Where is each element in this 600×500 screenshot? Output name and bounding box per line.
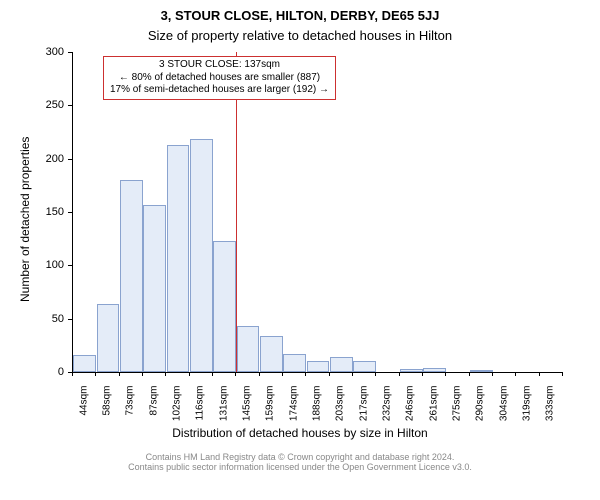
histogram-bar xyxy=(353,361,376,372)
x-tick-mark xyxy=(72,372,73,376)
x-tick-label: 333sqm xyxy=(545,386,556,426)
x-tick-label: 102sqm xyxy=(172,386,183,426)
x-tick-mark xyxy=(515,372,516,376)
x-tick-label: 188sqm xyxy=(312,386,323,426)
histogram-bar xyxy=(73,355,96,372)
x-tick-mark xyxy=(119,372,120,376)
x-tick-mark xyxy=(399,372,400,376)
x-tick-label: 58sqm xyxy=(102,386,113,426)
x-tick-label: 304sqm xyxy=(498,386,509,426)
x-tick-label: 145sqm xyxy=(242,386,253,426)
footer-line1: Contains HM Land Registry data © Crown c… xyxy=(0,452,600,462)
y-tick-mark xyxy=(68,52,72,53)
x-tick-label: 116sqm xyxy=(195,386,206,426)
histogram-bar xyxy=(237,326,260,372)
y-tick-mark xyxy=(68,105,72,106)
x-tick-mark xyxy=(352,372,353,376)
x-tick-mark xyxy=(329,372,330,376)
chart-title-line2: Size of property relative to detached ho… xyxy=(0,28,600,43)
y-tick-label: 50 xyxy=(0,313,64,325)
histogram-bar xyxy=(423,368,446,372)
x-tick-label: 174sqm xyxy=(288,386,299,426)
x-tick-label: 87sqm xyxy=(148,386,159,426)
x-tick-label: 159sqm xyxy=(265,386,276,426)
y-tick-label: 250 xyxy=(0,99,64,111)
x-tick-label: 73sqm xyxy=(125,386,136,426)
y-tick-label: 100 xyxy=(0,259,64,271)
y-tick-mark xyxy=(68,159,72,160)
x-tick-mark xyxy=(305,372,306,376)
histogram-bar xyxy=(307,361,330,372)
x-tick-label: 232sqm xyxy=(382,386,393,426)
y-tick-mark xyxy=(68,265,72,266)
chart-page: { "titles": { "line1": "3, STOUR CLOSE, … xyxy=(0,0,600,500)
x-tick-mark xyxy=(422,372,423,376)
histogram-bar xyxy=(167,145,190,372)
reference-line xyxy=(236,52,237,372)
y-tick-mark xyxy=(68,319,72,320)
x-tick-label: 217sqm xyxy=(358,386,369,426)
x-tick-mark xyxy=(235,372,236,376)
x-tick-label: 246sqm xyxy=(405,386,416,426)
chart-title-line1: 3, STOUR CLOSE, HILTON, DERBY, DE65 5JJ xyxy=(0,8,600,23)
x-tick-label: 275sqm xyxy=(452,386,463,426)
x-tick-mark xyxy=(189,372,190,376)
x-tick-mark xyxy=(165,372,166,376)
x-tick-label: 203sqm xyxy=(335,386,346,426)
info-box-line3: 17% of semi-detached houses are larger (… xyxy=(110,84,329,97)
histogram-bar xyxy=(190,139,213,372)
x-tick-label: 44sqm xyxy=(78,386,89,426)
y-tick-label: 0 xyxy=(0,366,64,378)
y-tick-label: 300 xyxy=(0,46,64,58)
x-tick-mark xyxy=(562,372,563,376)
plot-area: 3 STOUR CLOSE: 137sqm ← 80% of detached … xyxy=(72,52,563,373)
x-tick-mark xyxy=(445,372,446,376)
x-tick-label: 319sqm xyxy=(522,386,533,426)
x-tick-mark xyxy=(95,372,96,376)
x-tick-label: 261sqm xyxy=(428,386,439,426)
x-tick-mark xyxy=(539,372,540,376)
x-tick-mark xyxy=(469,372,470,376)
histogram-bar xyxy=(120,180,143,372)
footer-line2: Contains public sector information licen… xyxy=(0,462,600,472)
histogram-bar xyxy=(283,354,306,372)
x-tick-label: 290sqm xyxy=(475,386,486,426)
y-tick-mark xyxy=(68,212,72,213)
info-box-line2: ← 80% of detached houses are smaller (88… xyxy=(110,72,329,85)
x-tick-mark xyxy=(142,372,143,376)
histogram-bar xyxy=(330,357,353,372)
x-tick-mark xyxy=(375,372,376,376)
histogram-bar xyxy=(213,241,236,372)
x-tick-label: 131sqm xyxy=(218,386,229,426)
x-tick-mark xyxy=(212,372,213,376)
info-box-line1: 3 STOUR CLOSE: 137sqm xyxy=(110,59,329,72)
x-tick-mark xyxy=(492,372,493,376)
x-tick-mark xyxy=(259,372,260,376)
y-tick-label: 150 xyxy=(0,206,64,218)
histogram-bar xyxy=(97,304,120,372)
x-tick-mark xyxy=(282,372,283,376)
x-axis-label: Distribution of detached houses by size … xyxy=(0,426,600,440)
y-tick-label: 200 xyxy=(0,153,64,165)
histogram-bar xyxy=(470,370,493,372)
info-box: 3 STOUR CLOSE: 137sqm ← 80% of detached … xyxy=(103,56,336,100)
histogram-bar xyxy=(143,205,166,372)
footer: Contains HM Land Registry data © Crown c… xyxy=(0,452,600,472)
histogram-bar xyxy=(400,369,423,372)
histogram-bar xyxy=(260,336,283,372)
